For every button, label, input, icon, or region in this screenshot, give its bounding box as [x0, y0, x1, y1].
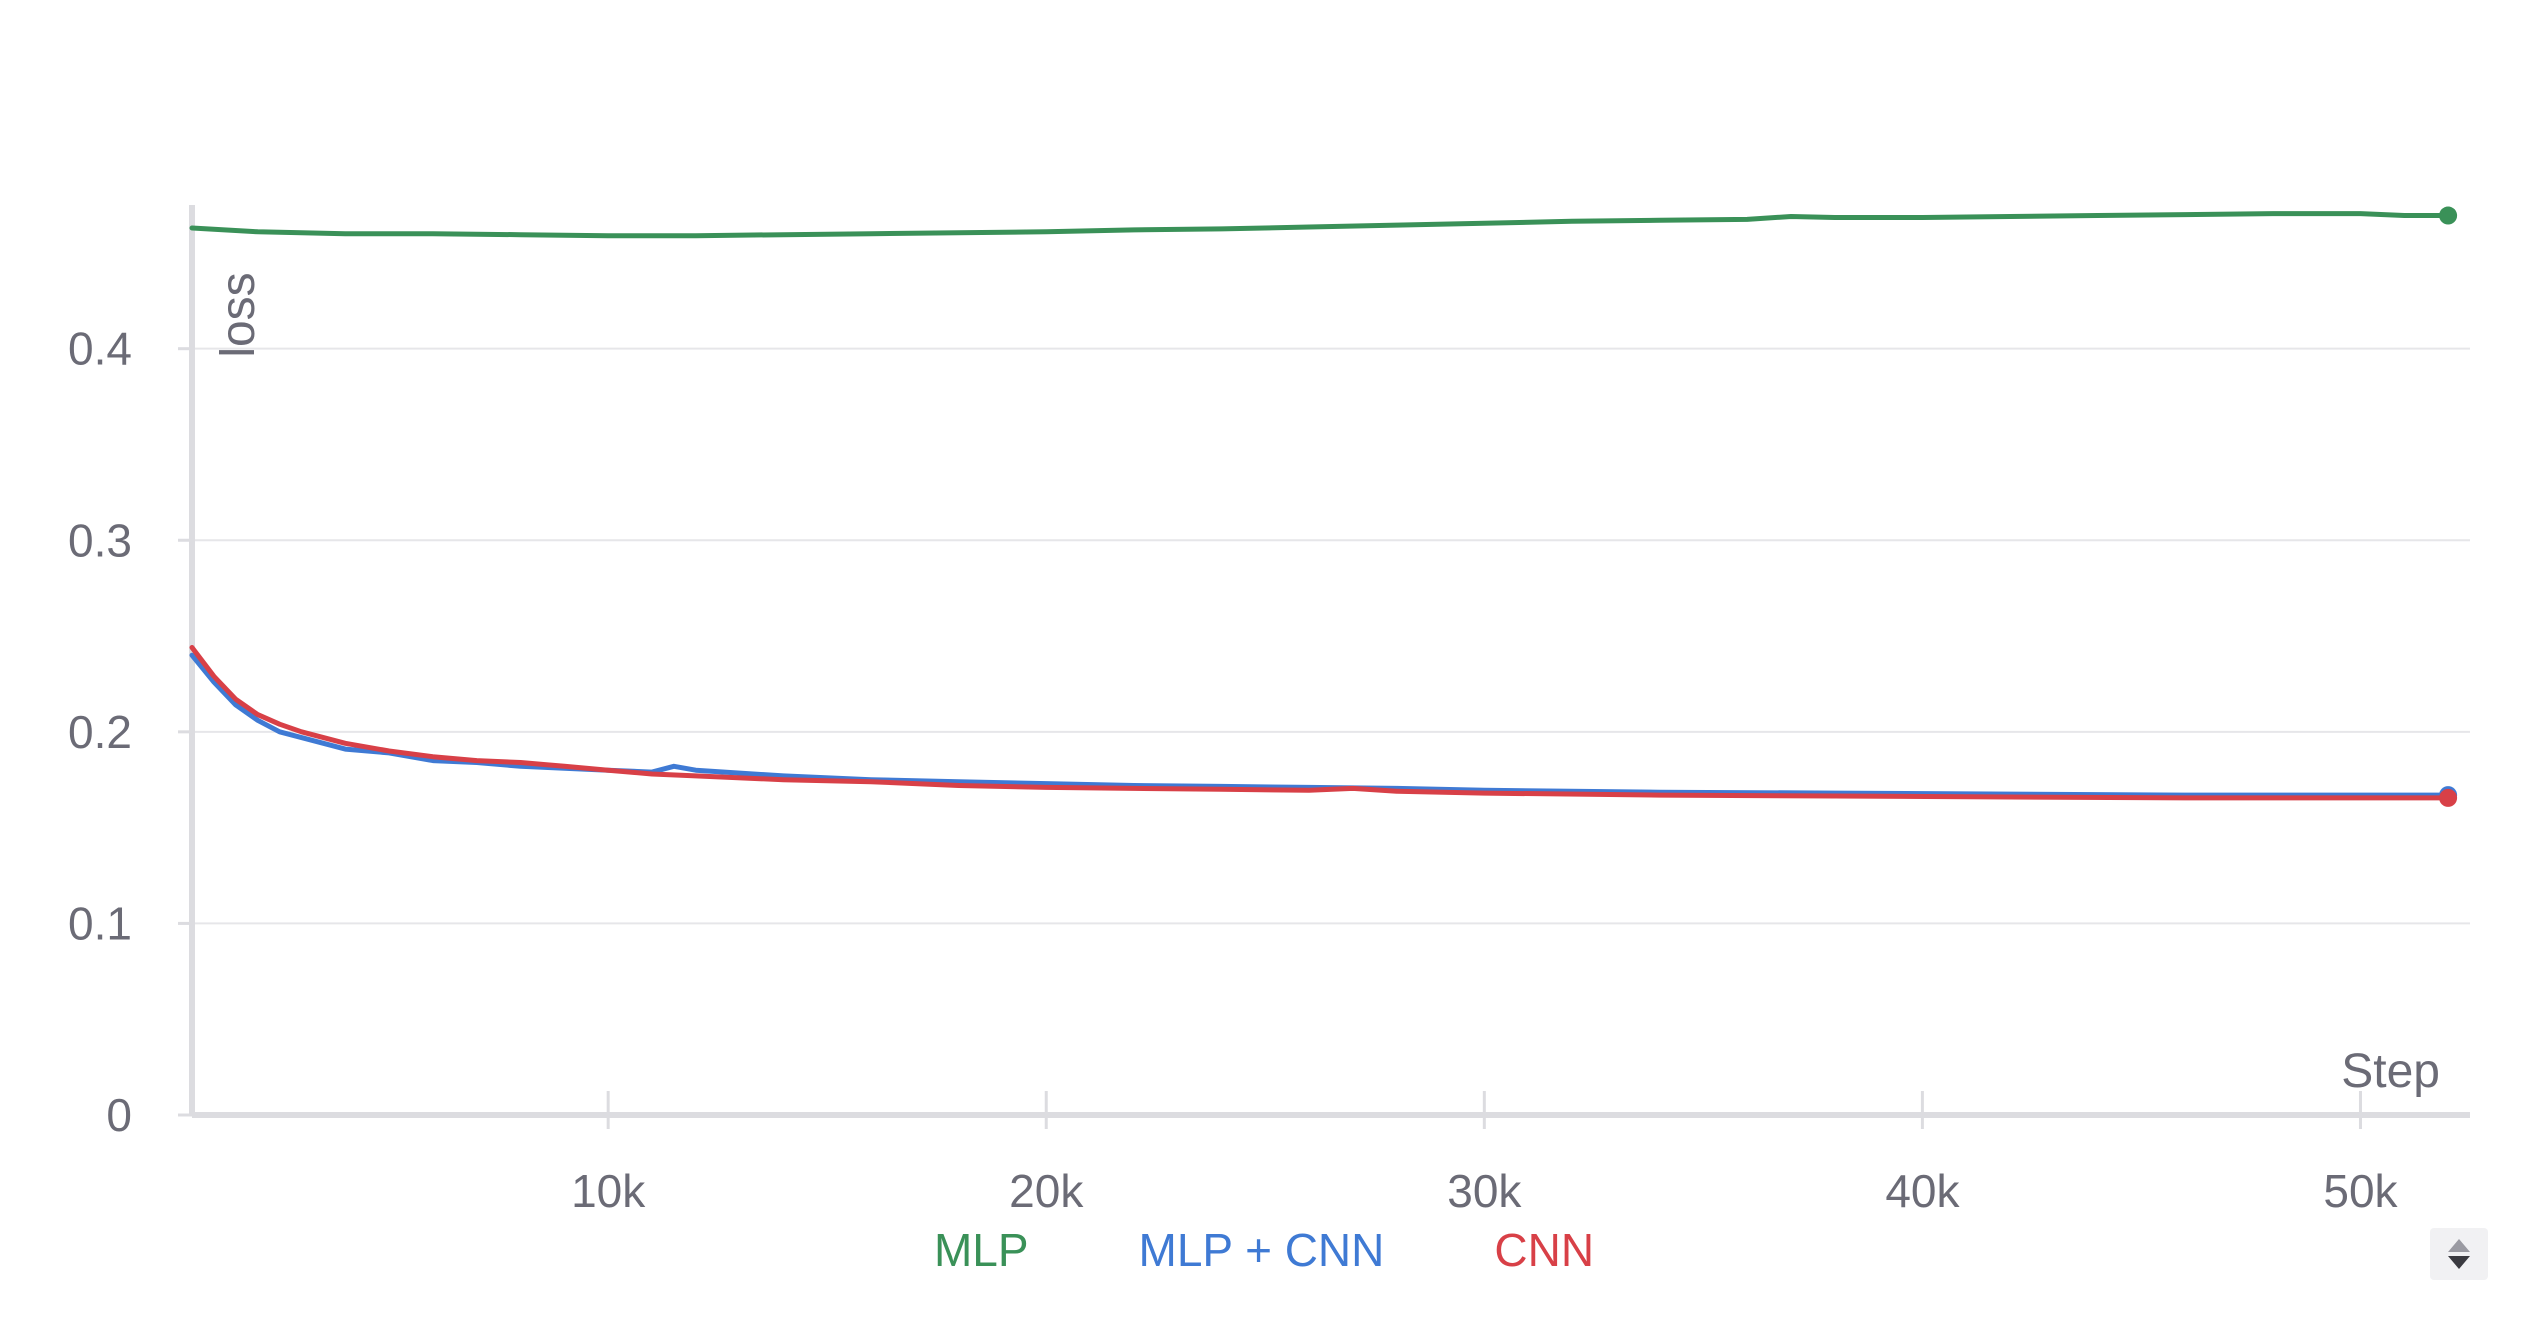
x-tick-label: 50k [2323, 1165, 2398, 1217]
series-lines [189, 206, 2458, 807]
y-tick-label: 0.4 [68, 323, 132, 375]
y-axis-title: loss [212, 272, 265, 357]
x-tick-label: 20k [1009, 1165, 1084, 1217]
legend-item-mlp[interactable]: MLP [933, 1224, 1029, 1276]
legend-item-mlp-cnn[interactable]: MLP + CNN [1138, 1224, 1385, 1276]
x-tick-label: 30k [1447, 1165, 1522, 1217]
series-endpoint-mlp [2439, 206, 2458, 225]
grid-lines [192, 347, 2470, 925]
x-tick-label: 40k [1885, 1165, 1960, 1217]
x-axis-ticks: 10k 20k 30k 40k 50k [571, 1091, 2399, 1217]
y-tick-label: 0 [106, 1089, 132, 1141]
y-axis-ticks: 0 0.1 0.2 0.3 0.4 [68, 323, 192, 1141]
scroll-down-icon[interactable] [2448, 1256, 2470, 1269]
y-tick-label: 0.3 [68, 514, 132, 566]
axes [189, 205, 2470, 1118]
series-line-mlp [189, 211, 2451, 239]
series-line-cnn [189, 645, 2451, 801]
legend: MLP MLP + CNN CNN [0, 1215, 2528, 1285]
x-tick-label: 10k [571, 1165, 646, 1217]
series-endpoint-cnn [2439, 788, 2458, 807]
y-tick-label: 0.1 [68, 897, 132, 949]
series-line-mlp-cnn [189, 652, 2451, 798]
legend-item-cnn[interactable]: CNN [1494, 1224, 1595, 1276]
x-axis-title: Step [2341, 1045, 2440, 1098]
y-tick-label: 0.2 [68, 706, 132, 758]
legend-scroll-arrows-icon[interactable] [2430, 1228, 2488, 1280]
scroll-up-icon[interactable] [2448, 1239, 2470, 1252]
